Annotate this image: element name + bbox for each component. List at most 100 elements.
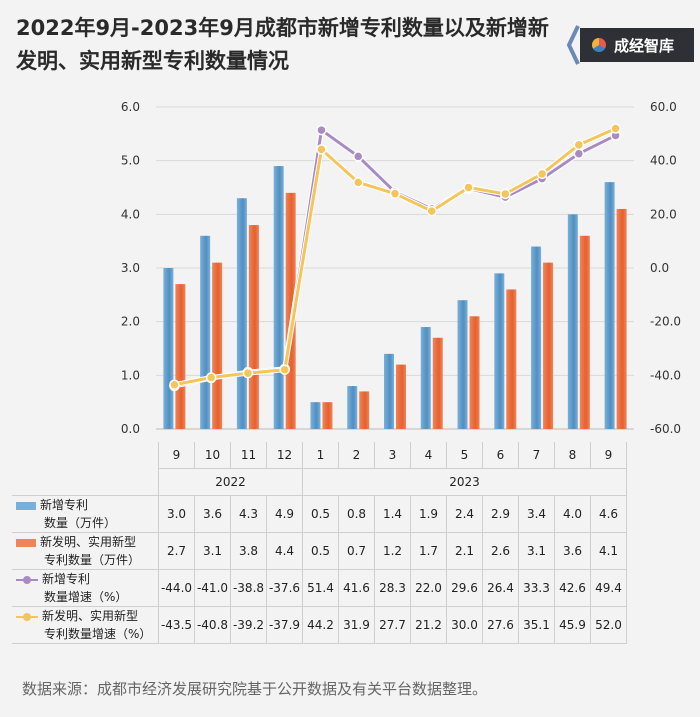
data-table: 9 10 11 12 1 2 3 4 5 6 7 8 9 2022 2023 新增专利 数量（万件） 3.0 3.… (12, 442, 627, 644)
data-value-cell: 3.1 (194, 532, 231, 570)
data-value-cell: 2.1 (446, 532, 483, 570)
line-point (205, 372, 217, 383)
data-value-cell: 22.0 (410, 569, 447, 607)
data-value-cell: 3.1 (518, 532, 555, 570)
x-axis-category-label: 7 (518, 442, 555, 469)
bar-swatch-icon (16, 501, 36, 510)
data-value-cell: 1.2 (374, 532, 411, 570)
data-value-cell: 0.7 (338, 532, 375, 570)
line-point (352, 151, 364, 162)
right-axis-tick-label: 60.0 (650, 100, 677, 114)
brand-name: 成经智库 (614, 37, 675, 55)
x-axis-category-label: 12 (266, 442, 303, 469)
x-axis-category-label: 4 (410, 442, 447, 469)
data-source-note: 数据来源：成都市经济发展研究院基于公开数据及有关平台数据整理。 (22, 680, 488, 698)
bar-new-invention-utility (285, 192, 296, 429)
data-value-cell: 4.0 (554, 495, 591, 533)
bar-new-invention-utility (432, 337, 443, 429)
data-value-cell: -38.8 (230, 569, 267, 607)
line-point (573, 148, 585, 159)
line-point (316, 124, 327, 136)
line-marker-swatch-icon (16, 575, 38, 584)
legend-label: 专利数量（万件） (44, 553, 141, 567)
table-row-years: 2022 2023 (12, 468, 627, 496)
brand-badge: 成经智库 (566, 22, 694, 68)
left-axis-tick-label: 5.0 (121, 154, 140, 168)
table-row-categories: 9 10 11 12 1 2 3 4 5 6 7 8 9 (12, 442, 627, 469)
data-value-cell: 2.6 (482, 532, 519, 570)
bar-new-patents (604, 182, 615, 429)
bar-new-invention-utility (616, 208, 627, 429)
table-row: 新增专利 数量增速（%） -44.0 -41.0 -38.8 -37.6 51.4 41.6 2… (12, 569, 627, 607)
line-point (389, 188, 401, 199)
x-axis-category-label: 6 (482, 442, 519, 469)
x-axis-category-label: 8 (554, 442, 591, 469)
year-label: 2022 (158, 468, 303, 496)
bar-new-invention-utility (175, 284, 186, 429)
data-value-cell: 30.0 (446, 606, 483, 644)
right-axis-tick-label: 0.0 (650, 261, 669, 275)
data-value-cell: 27.7 (374, 606, 411, 644)
combo-chart: 0.0 1.0 2.0 3.0 4.0 5.0 6.0 -60.0 -40.0 -20.0 0.0 2… (121, 100, 681, 436)
bar-new-invention-utility (359, 391, 370, 429)
data-value-cell: -39.2 (230, 606, 267, 644)
data-value-cell: 52.0 (590, 606, 627, 644)
data-value-cell: 29.6 (446, 569, 483, 607)
bar-new-invention-utility (248, 225, 259, 429)
data-value-cell: 3.6 (194, 495, 231, 533)
left-axis-tick-label: 4.0 (121, 207, 140, 221)
data-value-cell: 44.2 (302, 606, 339, 644)
data-value-cell: 21.2 (410, 606, 447, 644)
x-axis-category-label: 2 (338, 442, 375, 469)
legend-label: 新增专利 (40, 498, 89, 512)
data-value-cell: 2.4 (446, 495, 483, 533)
data-value-cell: 28.3 (374, 569, 411, 607)
data-value-cell: -37.6 (266, 569, 303, 607)
legend-entry: 新增专利数量增速（%） (12, 569, 159, 607)
bar-new-patents (236, 198, 247, 429)
left-axis-tick-label: 3.0 (121, 261, 140, 275)
data-value-cell: 4.9 (266, 495, 303, 533)
data-value-cell: 3.8 (230, 532, 267, 570)
x-axis-category-label: 3 (374, 442, 411, 469)
bar-new-invention-utility (212, 262, 223, 429)
bar-new-patents (494, 273, 505, 429)
data-value-cell: -43.5 (158, 606, 195, 644)
bar-new-patents (420, 327, 431, 429)
data-value-cell: 0.5 (302, 495, 339, 533)
bar-new-patents (273, 166, 284, 430)
data-value-cell: 51.4 (302, 569, 339, 607)
data-value-cell: 3.4 (518, 495, 555, 533)
bar-new-patents (200, 235, 211, 429)
data-value-cell: 4.4 (266, 532, 303, 570)
data-value-cell: 0.8 (338, 495, 375, 533)
data-value-cell: 31.9 (338, 606, 375, 644)
legend-label: 数量增速（%） (44, 590, 128, 604)
left-axis-tick-label: 2.0 (121, 315, 140, 329)
data-value-cell: 2.9 (482, 495, 519, 533)
right-axis-tick-label: -60.0 (650, 422, 681, 436)
data-value-cell: 42.6 (554, 569, 591, 607)
data-value-cell: -40.8 (194, 606, 231, 644)
right-axis-tick-label: 40.0 (650, 154, 677, 168)
bar-swatch-icon (16, 538, 36, 547)
right-axis-tick-label: 20.0 (650, 207, 677, 221)
line-marker-swatch-icon (16, 612, 38, 621)
line-point (536, 168, 548, 180)
data-value-cell: 4.1 (590, 532, 627, 570)
left-axis-tick-label: 0.0 (121, 422, 140, 436)
left-axis-tick-label: 1.0 (121, 368, 140, 382)
legend-label: 新增专利 (42, 572, 91, 586)
data-value-cell: 0.5 (302, 532, 339, 570)
bar-new-invention-utility (322, 402, 333, 429)
data-value-cell: -37.9 (266, 606, 303, 644)
data-value-cell: 3.6 (554, 532, 591, 570)
bar-new-invention-utility (506, 289, 517, 429)
data-value-cell: 1.9 (410, 495, 447, 533)
line-point (426, 205, 438, 217)
tricolor-circle-icon (592, 38, 606, 52)
x-axis-category-label: 1 (302, 442, 339, 469)
x-axis-category-label: 9 (158, 442, 195, 469)
bar-new-patents (567, 214, 578, 429)
legend-entry: 新发明、实用新型 专利数量（万件） (12, 532, 159, 570)
